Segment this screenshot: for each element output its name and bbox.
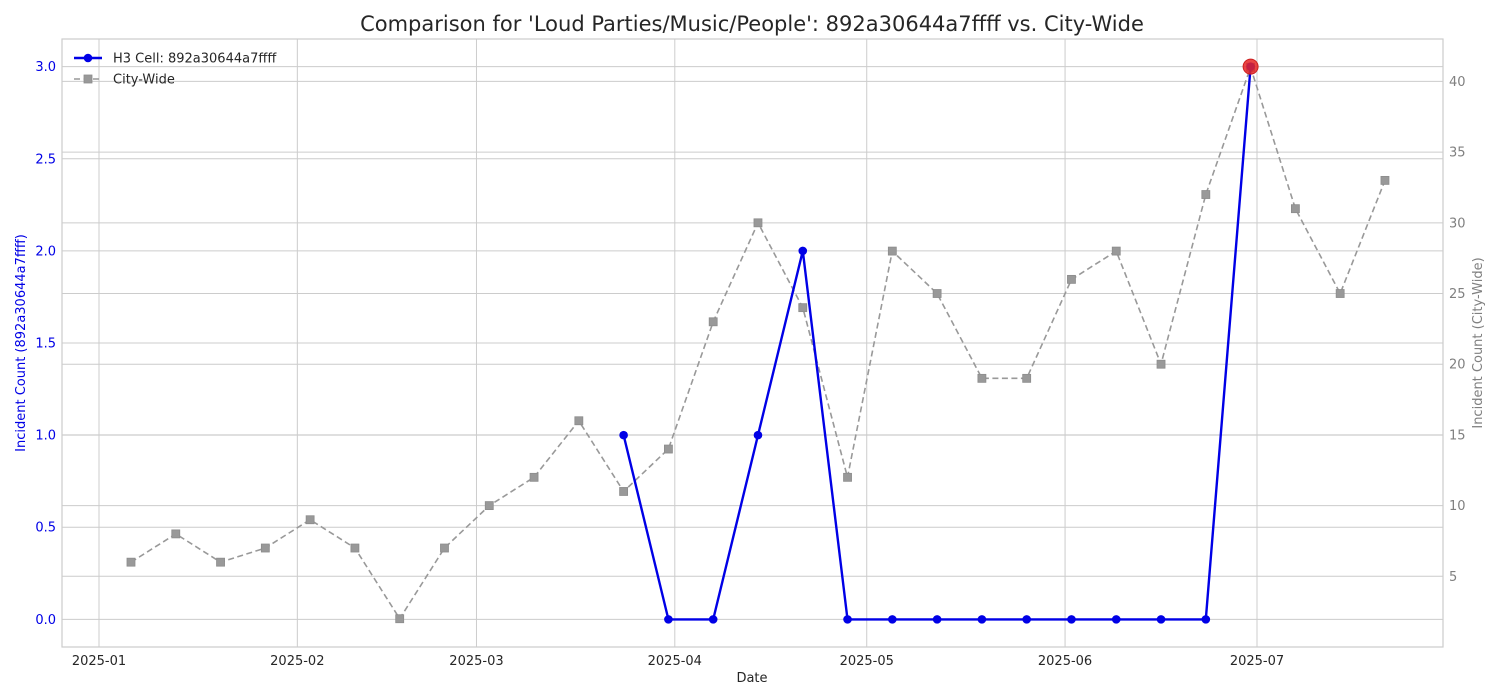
y-tick-label-left: 1.0 [35, 429, 56, 444]
city-wide-point [484, 501, 494, 511]
y-tick-label-left: 0.5 [35, 521, 56, 536]
city-wide-point [977, 373, 987, 383]
series-layer [126, 58, 1390, 624]
legend-h3-marker [83, 53, 93, 63]
city-wide-point [1335, 289, 1345, 298]
y-tick-label-left: 2.0 [35, 244, 56, 259]
x-tick-label: 2025-05 [840, 654, 894, 669]
city-wide-point [395, 614, 405, 624]
peak-highlight-marker [1242, 58, 1259, 75]
city-wide-point [753, 218, 763, 228]
city-wide-point [1201, 190, 1211, 199]
x-tick-label: 2025-04 [648, 654, 702, 669]
y-tick-label-right: 5 [1449, 570, 1457, 585]
city-wide-point [843, 472, 852, 482]
h3-cell-point [977, 615, 987, 624]
h3-cell-point [798, 246, 808, 256]
legend-city-wide-marker [83, 74, 93, 84]
h3-cell-point [932, 615, 942, 624]
h3-cell-point [664, 615, 673, 624]
y-tick-label-right: 15 [1449, 428, 1466, 443]
h3-cell-point [1067, 615, 1076, 624]
x-tick-label: 2025-06 [1038, 654, 1092, 669]
city-wide-point [1067, 274, 1076, 284]
y-tick-label-right: 40 [1449, 75, 1466, 90]
h3-cell-point [708, 615, 718, 624]
h3-cell-point [753, 430, 763, 440]
h3-cell-point [1201, 615, 1211, 624]
city-wide-point [126, 557, 136, 567]
x-tick-label: 2025-02 [270, 654, 324, 669]
city-wide-point [1290, 204, 1300, 214]
city-wide-point [350, 543, 360, 553]
city-wide-point [260, 543, 270, 553]
legend-city-wide-label: City-Wide [113, 73, 175, 88]
y-tick-label-left: 1.5 [35, 337, 56, 352]
y-tick-label-right: 20 [1449, 358, 1466, 373]
city-wide-point [305, 515, 315, 525]
y-tick-label-left: 0.0 [35, 613, 56, 628]
y-tick-label-right: 25 [1449, 287, 1466, 302]
h3-cell-point [843, 615, 852, 624]
city-wide-point [574, 416, 584, 426]
y-tick-label-right: 10 [1449, 499, 1466, 514]
city-wide-point [619, 487, 629, 496]
city-wide-point [932, 289, 942, 298]
city-wide-point [171, 529, 181, 539]
city-wide-point [440, 543, 449, 553]
y-tick-label-right: 35 [1449, 146, 1466, 161]
y-tick-label-right: 30 [1449, 216, 1466, 231]
h3-cell-point [619, 430, 628, 440]
y-tick-label-left: 2.5 [35, 152, 56, 167]
legend-h3-label: H3 Cell: 892a30644a7ffff [113, 52, 277, 67]
x-tick-label: 2025-01 [72, 654, 126, 669]
h3-cell-point [888, 615, 897, 624]
city-wide-point [708, 317, 718, 327]
h3-cell-point [1022, 615, 1031, 624]
grid-lines [62, 39, 1443, 647]
city-wide-point [1156, 359, 1166, 369]
plot-frame [61, 38, 1444, 648]
chart-title: Comparison for 'Loud Parties/Music/Peopl… [360, 12, 1144, 36]
x-tick-label: 2025-03 [449, 654, 503, 669]
y-axis-label-left: Incident Count (892a30644a7ffff) [14, 234, 29, 452]
y-axis-label-right: Incident Count (City-Wide) [1471, 257, 1486, 428]
city-wide-point [1022, 373, 1032, 383]
city-wide-point [1111, 246, 1121, 256]
x-axis-label: Date [736, 671, 767, 686]
y-tick-label-left: 3.0 [35, 60, 56, 75]
city-wide-point [798, 303, 808, 313]
h3-cell-point [1111, 615, 1121, 624]
city-wide-point [216, 557, 225, 567]
h3-cell-point [1156, 615, 1166, 624]
city-wide-point [664, 444, 673, 454]
x-tick-label: 2025-07 [1230, 654, 1284, 669]
city-wide-point [529, 472, 539, 482]
legend: H3 Cell: 892a30644a7ffff City-Wide [74, 52, 277, 88]
city-wide-point [1380, 175, 1390, 185]
axes: 2025-01 2025-02 2025-03 2025-04 2025-05 2025-… [35, 38, 1466, 669]
city-wide-point [887, 246, 897, 256]
